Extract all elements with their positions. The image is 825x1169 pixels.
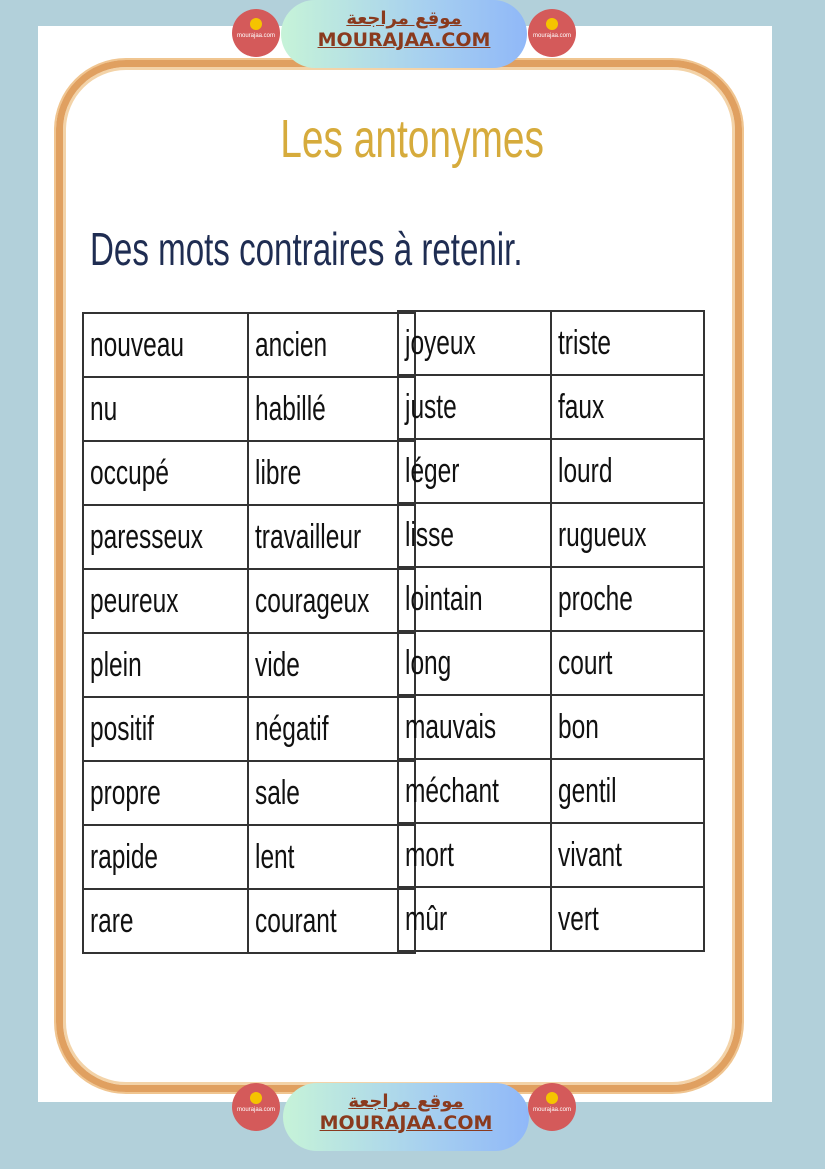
table-row: occupé libre <box>82 440 416 506</box>
page-title: Les antonymes <box>280 109 545 169</box>
antonym-cell: ancien <box>246 312 416 378</box>
table-row: rare courant <box>82 888 416 954</box>
antonym-cell: triste <box>550 310 705 376</box>
logo-icon: mourajaa.com <box>232 9 280 57</box>
word-cell: rapide <box>82 824 249 890</box>
antonym-cell: travailleur <box>246 504 416 570</box>
antonym-cell: gentil <box>550 758 705 824</box>
word-cell: mauvais <box>397 694 552 760</box>
table-row: nu habillé <box>82 376 416 442</box>
table-row: lisse rugueux <box>397 502 705 568</box>
antonym-cell: vivant <box>550 822 705 888</box>
site-banner-bottom[interactable]: موقع مراجعة MOURAJAA.COM <box>283 1083 529 1151</box>
site-banner-top[interactable]: موقع مراجعة MOURAJAA.COM <box>281 0 527 68</box>
table-row: mort vivant <box>397 822 705 888</box>
table-row: joyeux triste <box>397 310 705 376</box>
word-cell: paresseux <box>82 504 249 570</box>
word-cell: propre <box>82 760 249 826</box>
antonym-cell: négatif <box>246 696 416 762</box>
table-row: propre sale <box>82 760 416 826</box>
word-cell: juste <box>397 374 552 440</box>
word-cell: nu <box>82 376 249 442</box>
table-row: rapide lent <box>82 824 416 890</box>
logo-icon: mourajaa.com <box>528 9 576 57</box>
antonym-cell: lourd <box>550 438 705 504</box>
antonym-cell: libre <box>246 440 416 506</box>
word-cell: méchant <box>397 758 552 824</box>
word-cell: mort <box>397 822 552 888</box>
antonym-cell: proche <box>550 566 705 632</box>
antonyms-table-right: joyeux triste juste faux léger lourd lisse rugu… <box>397 310 705 952</box>
table-row: mûr vert <box>397 886 705 952</box>
word-cell: long <box>397 630 552 696</box>
table-row: peureux courageux <box>82 568 416 634</box>
logo-icon: mourajaa.com <box>232 1083 280 1131</box>
antonym-cell: sale <box>246 760 416 826</box>
antonym-cell: faux <box>550 374 705 440</box>
antonym-cell: vert <box>550 886 705 952</box>
word-cell: plein <box>82 632 249 698</box>
antonym-cell: lent <box>246 824 416 890</box>
table-row: long court <box>397 630 705 696</box>
word-cell: peureux <box>82 568 249 634</box>
table-row: léger lourd <box>397 438 705 504</box>
table-row: méchant gentil <box>397 758 705 824</box>
word-cell: lisse <box>397 502 552 568</box>
word-cell: lointain <box>397 566 552 632</box>
table-row: juste faux <box>397 374 705 440</box>
table-row: plein vide <box>82 632 416 698</box>
antonyms-table-left: nouveau ancien nu habillé occupé libre paresse… <box>82 312 416 954</box>
word-cell: mûr <box>397 886 552 952</box>
table-row: nouveau ancien <box>82 312 416 378</box>
word-cell: rare <box>82 888 249 954</box>
table-row: paresseux travailleur <box>82 504 416 570</box>
table-row: positif négatif <box>82 696 416 762</box>
antonym-cell: bon <box>550 694 705 760</box>
antonym-cell: rugueux <box>550 502 705 568</box>
word-cell: léger <box>397 438 552 504</box>
antonym-cell: vide <box>246 632 416 698</box>
subtitle: Des mots contraires à retenir. <box>90 223 523 275</box>
word-cell: occupé <box>82 440 249 506</box>
table-row: lointain proche <box>397 566 705 632</box>
logo-icon: mourajaa.com <box>528 1083 576 1131</box>
antonym-cell: court <box>550 630 705 696</box>
antonym-cell: habillé <box>246 376 416 442</box>
word-cell: nouveau <box>82 312 249 378</box>
antonym-cell: courageux <box>246 568 416 634</box>
word-cell: positif <box>82 696 249 762</box>
table-row: mauvais bon <box>397 694 705 760</box>
antonym-cell: courant <box>246 888 416 954</box>
word-cell: joyeux <box>397 310 552 376</box>
